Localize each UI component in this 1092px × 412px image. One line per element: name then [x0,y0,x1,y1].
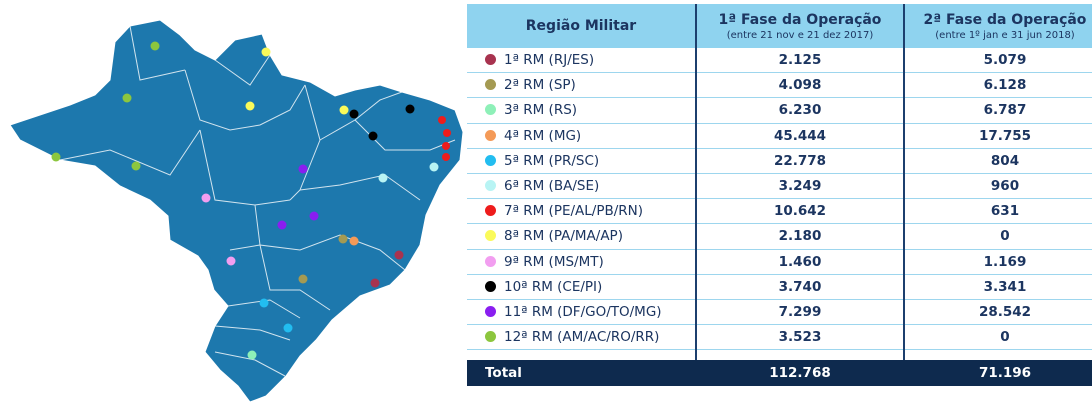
fase1-value: 22.778 [696,148,905,174]
region-dot [485,280,496,292]
spacer-cell [467,349,697,361]
fase2-value: 28.542 [904,299,1092,326]
total-fase2: 71.196 [904,360,1092,387]
fase2-value: 804 [904,148,1092,174]
region-dot [485,230,496,242]
column-header: Região Militar [467,4,697,48]
table-row: 9ª RM (MS/MT) 1.460 1.169 [467,249,1092,275]
region-cell: 7ª RM (PE/AL/PB/RN) [467,198,697,225]
header-subtitle: (entre 21 nov e 21 dez 2017) [726,29,874,41]
fase2-value: 5.079 [904,48,1092,74]
table-row: 1ª RM (RJ/ES) 2.125 5.079 [467,48,1092,74]
table-row: 12ª RM (AM/AC/RO/RR) 3.523 0 [467,324,1092,351]
fase1-value: 3.249 [696,173,905,200]
total-row: Total 112.768 71.196 [467,360,1092,387]
region-label: 5ª RM (PR/SC) [504,152,600,169]
fase2-value: 3.341 [904,274,1092,300]
region-dots [51,41,451,360]
fase1-value: 2.180 [696,223,905,250]
region-cell: 12ª RM (AM/AC/RO/RR) [467,324,697,351]
fase1-value: 6.230 [696,97,905,124]
region-label: 4ª RM (MG) [504,127,582,144]
header-row: Região Militar 1ª Fase da Operação (entre … [467,4,1092,48]
table-row: 3ª RM (RS) 6.230 6.787 [467,97,1092,124]
region-dot [485,255,496,267]
total-label: Total [467,360,696,387]
fase2-value: 6.787 [904,97,1092,124]
fase2-value: 0 [904,324,1092,351]
fase2-value: 0 [904,223,1092,250]
brazil-map [9,19,464,403]
region-label: 9ª RM (MS/MT) [504,253,604,270]
table-row: 10ª RM (CE/PI) 3.740 3.341 [467,274,1092,300]
fase1-value: 4.098 [696,72,905,99]
region-label: 2ª RM (SP) [504,77,576,94]
region-cell: 11ª RM (DF/GO/TO/MG) [467,299,697,326]
spacer-cell [904,349,1092,361]
header-title: 2ª Fase da Operação [923,11,1087,28]
fase2-value: 631 [904,198,1092,225]
fase2-value: 6.128 [904,72,1092,99]
region-cell: 3ª RM (RS) [467,97,697,124]
region-cell: 1ª RM (RJ/ES) [467,48,697,74]
data-table: Região Militar 1ª Fase da Operação (entre … [467,4,1092,387]
region-dot [485,79,496,91]
fase2-value: 1.169 [904,249,1092,275]
region-dot [485,154,496,166]
region-label: 10ª RM (CE/PI) [504,278,603,295]
table-body: 1ª RM (RJ/ES) 2.125 5.079 2ª RM (SP) 4.098 6.… [467,48,1092,387]
fase1-value: 45.444 [696,123,905,149]
region-cell: 8ª RM (PA/MA/AP) [467,223,697,250]
region-label: 11ª RM (DF/GO/TO/MG) [504,303,662,320]
fase1-value: 10.642 [696,198,905,225]
fase1-value: 3.740 [696,274,905,300]
region-dot [485,180,496,192]
table-row: 4ª RM (MG) 45.444 17.755 [467,123,1092,149]
region-cell: 4ª RM (MG) [467,123,697,149]
region-label: 12ª RM (AM/AC/RO/RR) [504,329,660,346]
region-cell: 2ª RM (SP) [467,72,697,99]
region-dot [485,331,496,343]
region-label: 8ª RM (PA/MA/AP) [504,228,623,245]
column-header: 1ª Fase da Operação (entre 21 nov e 21 de… [696,4,905,48]
region-dot [485,305,496,317]
region-dot [485,104,496,116]
region-dot [485,129,496,141]
fase1-value: 1.460 [696,249,905,275]
country-shape [9,19,464,403]
table-row: 5ª RM (PR/SC) 22.778 804 [467,148,1092,174]
fase1-value: 2.125 [696,48,905,74]
region-cell: 5ª RM (PR/SC) [467,148,697,174]
region-dot [485,54,496,66]
header-title: 1ª Fase da Operação [718,11,882,28]
region-label: 6ª RM (BA/SE) [504,178,600,195]
table-row: 2ª RM (SP) 4.098 6.128 [467,72,1092,99]
fase2-value: 17.755 [904,123,1092,149]
header-subtitle: (entre 1º jan e 31 jun 2018) [935,29,1075,41]
fase2-value: 960 [904,173,1092,200]
table-row: 7ª RM (PE/AL/PB/RN) 10.642 631 [467,198,1092,225]
header-title: Região Militar [525,18,637,34]
region-label: 7ª RM (PE/AL/PB/RN) [504,203,644,220]
column-header: 2ª Fase da Operação (entre 1º jan e 31 ju… [904,4,1092,48]
fase1-value: 3.523 [696,324,905,351]
fase1-value: 7.299 [696,299,905,326]
spacer-row [467,349,1092,361]
region-dot [485,205,496,217]
table-row: 8ª RM (PA/MA/AP) 2.180 0 [467,223,1092,250]
table-row: 11ª RM (DF/GO/TO/MG) 7.299 28.542 [467,299,1092,326]
total-fase1: 112.768 [696,360,904,387]
table-row: 6ª RM (BA/SE) 3.249 960 [467,173,1092,200]
region-cell: 9ª RM (MS/MT) [467,249,697,275]
region-label: 1ª RM (RJ/ES) [504,52,595,69]
region-cell: 6ª RM (BA/SE) [467,173,697,200]
spacer-cell [696,349,905,361]
region-label: 3ª RM (RS) [504,102,578,119]
region-cell: 10ª RM (CE/PI) [467,274,697,300]
